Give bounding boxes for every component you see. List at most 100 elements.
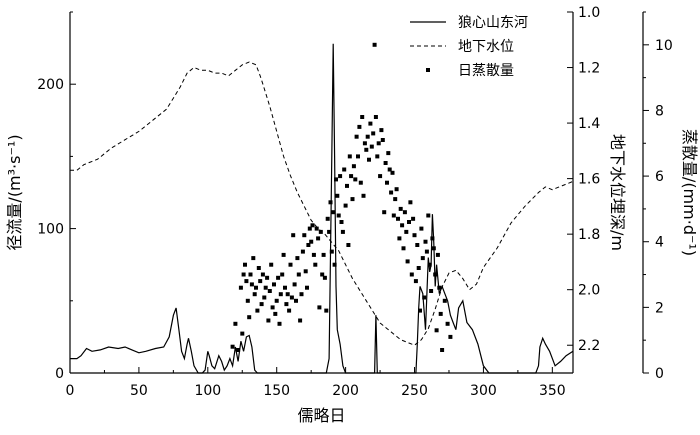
et-point: [357, 124, 362, 129]
et-point: [404, 229, 409, 234]
et-point: [328, 200, 333, 205]
et-point: [383, 161, 388, 165]
et-point: [334, 177, 338, 182]
y-right1-tick-label: 1.0: [578, 5, 600, 21]
et-point: [322, 275, 327, 280]
et-point: [438, 311, 443, 316]
et-point: [266, 318, 271, 323]
et-point: [255, 308, 260, 313]
plot-area: [70, 42, 574, 374]
y-left-tick-label: 200: [37, 77, 64, 93]
et-point: [379, 128, 384, 133]
et-point: [396, 216, 400, 221]
et-point: [429, 289, 434, 293]
et-point: [371, 131, 376, 136]
et-point: [367, 157, 371, 162]
et-point: [259, 302, 264, 307]
x-tick-label: 300: [470, 383, 497, 399]
et-point: [329, 249, 334, 254]
et-point: [412, 233, 417, 238]
y-right2-tick-label: 10: [655, 38, 673, 54]
et-point: [442, 298, 447, 303]
et-point: [391, 213, 396, 218]
y-right2-tick-label: 8: [655, 103, 664, 119]
et-point: [365, 134, 370, 139]
et-point: [387, 167, 392, 172]
et-point: [252, 292, 257, 297]
et-point: [339, 220, 344, 224]
et-point: [356, 154, 360, 159]
y-right1-tick-label: 2.2: [578, 338, 600, 354]
et-point: [320, 272, 325, 277]
series-line-runoff: [70, 43, 574, 374]
y-right1-tick-label: 1.4: [578, 116, 600, 132]
y-right2-tick-label: 4: [655, 235, 664, 251]
x-tick-label: 100: [194, 383, 221, 399]
et-point: [295, 256, 300, 261]
et-point: [437, 285, 442, 290]
et-point: [420, 256, 425, 261]
et-point: [316, 236, 321, 241]
y-right1-axis-title: 地下水位埋深/m: [608, 134, 627, 251]
et-point: [373, 115, 378, 119]
et-point: [324, 308, 329, 313]
et-point: [350, 197, 355, 202]
et-point: [294, 298, 298, 303]
et-point: [281, 252, 286, 257]
et-point: [340, 229, 345, 234]
et-point: [248, 272, 253, 277]
et-point: [313, 262, 318, 267]
et-point: [302, 233, 307, 238]
et-point: [307, 226, 312, 231]
et-point: [361, 193, 366, 198]
et-point: [426, 213, 431, 218]
et-point: [274, 298, 279, 303]
et-point: [448, 334, 453, 339]
et-point: [300, 249, 305, 254]
et-point: [431, 246, 436, 251]
legend-label: 地下水位: [458, 39, 514, 55]
et-point: [345, 183, 349, 188]
et-point: [263, 285, 268, 290]
et-point: [349, 174, 354, 179]
et-point: [445, 321, 450, 326]
et-point: [354, 134, 359, 139]
y-right1-tick-label: 2.0: [578, 283, 600, 299]
et-point: [325, 216, 330, 221]
et-point: [389, 190, 394, 195]
et-point: [317, 305, 322, 310]
et-point: [299, 292, 304, 297]
y-right2-tick-label: 2: [655, 300, 664, 316]
y-left-axis-title: 径流量/(m³·s⁻¹): [5, 134, 24, 250]
et-point: [369, 144, 374, 149]
et-point: [258, 279, 263, 284]
et-point: [398, 206, 403, 211]
et-point: [415, 243, 420, 247]
et-point: [256, 266, 261, 270]
series-line-groundwater: [70, 61, 574, 346]
et-point: [335, 193, 340, 198]
x-tick-label: 200: [332, 383, 359, 399]
et-point: [284, 302, 289, 307]
et-point: [306, 243, 311, 247]
et-point: [385, 180, 389, 185]
et-point: [376, 141, 381, 146]
et-point: [331, 210, 336, 215]
et-point: [402, 210, 407, 215]
et-point: [267, 289, 272, 293]
et-point: [243, 262, 247, 267]
y-left-tick-label: 100: [37, 222, 64, 238]
et-point: [435, 252, 440, 257]
y-right1-tick-label: 1.8: [578, 227, 600, 243]
legend-swatch-marker: [426, 68, 430, 72]
et-point: [287, 308, 292, 313]
et-point: [400, 223, 405, 228]
et-point: [382, 210, 387, 215]
et-point: [416, 266, 421, 270]
et-point: [240, 331, 245, 336]
et-point: [327, 229, 332, 234]
et-point: [434, 328, 439, 333]
et-point: [303, 269, 308, 274]
